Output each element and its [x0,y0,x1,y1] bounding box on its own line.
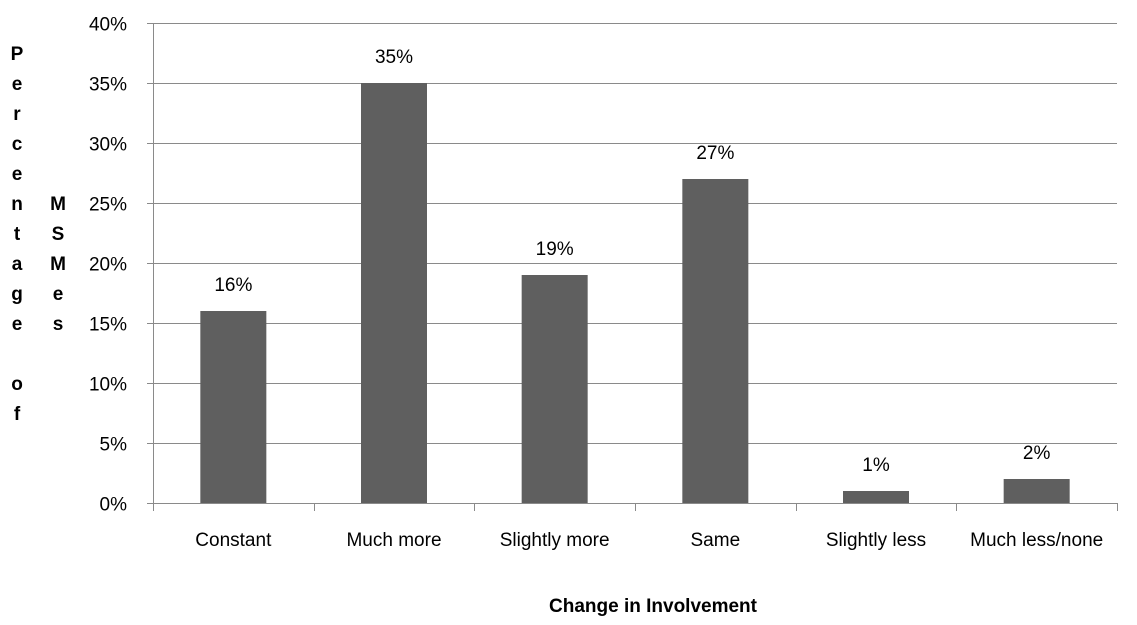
category-label: Slightly more [500,530,610,551]
bar [361,83,427,503]
y-axis-title-char: S [52,224,65,245]
y-tick-label: 15% [89,315,127,336]
bar [521,275,588,503]
y-tick-label: 40% [89,15,127,36]
data-label: 35% [375,47,413,68]
data-label: 1% [862,455,890,476]
bar [200,311,267,503]
bars [200,83,1070,503]
y-axis-title-char: o [11,374,23,395]
y-tick-label: 5% [100,435,128,456]
y-tick-label: 25% [89,195,127,216]
y-axis-title-char: s [53,314,64,335]
bar [843,491,909,503]
data-label: 27% [696,143,734,164]
category-label: Slightly less [826,530,926,551]
data-label: 2% [1023,443,1051,464]
y-axis-title-char: t [14,224,21,245]
y-axis-title-char: e [12,74,23,95]
labels: 0% 5% 10% 15% 20% 25% 30% 35% 40% 16% Constant 35% M… [89,15,1103,552]
y-axis-title-char: e [12,314,23,335]
y-tick-label: 30% [89,135,127,156]
data-label: 16% [214,275,252,296]
y-axis-title-char: M [50,254,66,275]
y-axis-title-char: r [13,104,21,125]
category-label: Same [691,530,741,551]
category-label: Constant [195,530,272,551]
y-axis-title-char: e [53,284,64,305]
y-axis-title-char: e [12,164,23,185]
category-label: Much more [346,530,441,551]
bar [1003,479,1070,503]
y-axis-title-char: M [50,194,66,215]
y-tick-label: 0% [100,495,128,516]
axes [147,23,1118,511]
data-label: 19% [536,239,574,260]
category-label: Much less/none [970,530,1103,551]
y-tick-label: 10% [89,375,127,396]
x-axis-title: Change in Involvement [549,596,758,617]
y-tick-label: 35% [89,75,127,96]
y-tick-label: 20% [89,255,127,276]
y-axis-title-char: f [14,404,21,425]
y-axis-title-char: g [11,284,23,305]
gridlines [153,23,1117,444]
bar [682,179,749,503]
y-axis-title-char: c [12,134,23,155]
y-axis-title-char: a [12,254,23,275]
y-axis-title-char: P [11,44,24,65]
y-axis-title-char: n [11,194,23,215]
